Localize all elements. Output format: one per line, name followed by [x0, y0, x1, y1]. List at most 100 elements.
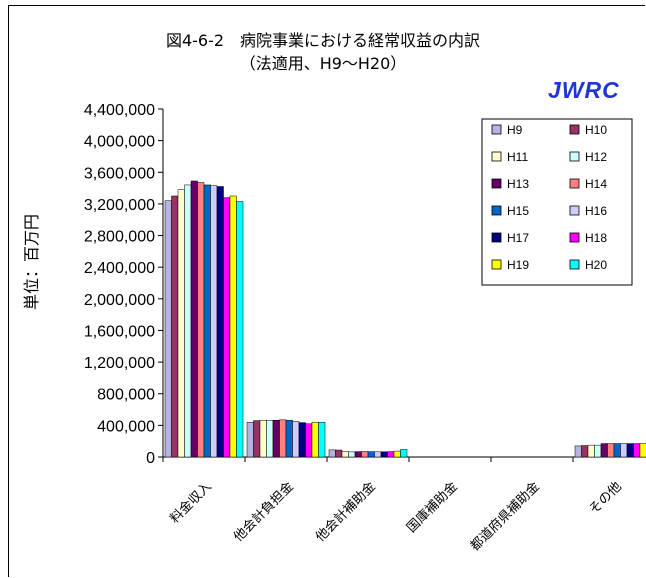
legend — [481, 118, 633, 286]
legend-label-H9: H9 — [507, 123, 523, 137]
legend-swatch-H10 — [569, 124, 580, 135]
bar-H20-4 — [564, 456, 572, 458]
x-tick-label: その他 — [587, 479, 625, 517]
legend-label-H17: H17 — [507, 231, 529, 245]
chart-title: 図4-6-2 病院事業における経常収益の内訳 — [165, 31, 481, 50]
bar-H17-2 — [380, 451, 388, 458]
x-tick-label: 都道府県補助金 — [467, 479, 543, 555]
bar-H10-1 — [253, 420, 261, 458]
legend-swatch-H15 — [491, 205, 502, 216]
bar-H11-0 — [177, 189, 185, 458]
legend-label-H10: H10 — [585, 123, 607, 137]
bar-H9-3 — [410, 456, 418, 458]
legend-swatch-H20 — [569, 259, 580, 270]
bar-H20-0 — [236, 201, 244, 458]
bar-H17-3 — [462, 456, 470, 458]
bar-H18-0 — [223, 197, 231, 458]
bar-H18-4 — [551, 456, 559, 458]
bar-H19-3 — [475, 456, 483, 458]
legend-swatch-H17 — [491, 232, 502, 243]
bar-H17-0 — [216, 186, 224, 458]
legend-label-H14: H14 — [585, 177, 607, 191]
chart-subtitle: （法適用、H9～H20） — [239, 54, 407, 73]
bar-H11-4 — [505, 456, 513, 458]
bar-H9-0 — [164, 200, 172, 458]
chart-frame — [8, 5, 645, 577]
legend-label-H16: H16 — [585, 204, 607, 218]
bar-H14-5 — [607, 443, 615, 458]
bar-H13-2 — [354, 451, 362, 458]
bar-H16-1 — [292, 421, 300, 458]
bar-H18-1 — [305, 423, 313, 458]
y-tick-label: 0 — [146, 450, 155, 467]
bar-H12-1 — [266, 419, 274, 458]
legend-label-H18: H18 — [585, 231, 607, 245]
legend-swatch-H16 — [569, 205, 580, 216]
legend-label-H13: H13 — [507, 177, 529, 191]
bar-H18-3 — [469, 456, 477, 458]
bar-H18-2 — [387, 451, 395, 458]
legend-label-H15: H15 — [507, 204, 529, 218]
bar-H12-0 — [184, 184, 192, 458]
bar-H14-1 — [279, 419, 287, 458]
legend-label-H19: H19 — [507, 258, 529, 272]
bar-H15-0 — [203, 184, 211, 458]
bar-H11-2 — [341, 451, 349, 458]
legend-swatch-H19 — [491, 259, 502, 270]
bar-H9-4 — [492, 456, 500, 458]
bar-H14-3 — [443, 456, 451, 458]
x-tick-label: 国庫補助金 — [404, 479, 461, 536]
bar-H9-5 — [574, 445, 582, 458]
y-tick-label: 2,800,000 — [84, 229, 155, 246]
bar-H20-3 — [482, 456, 490, 458]
bar-H13-3 — [436, 456, 444, 458]
y-tick-label: 1,200,000 — [84, 355, 155, 372]
y-tick-label: 800,000 — [97, 387, 155, 404]
bar-H15-4 — [531, 456, 539, 458]
bar-H11-1 — [259, 419, 267, 458]
bar-H17-1 — [298, 422, 306, 458]
bar-H19-2 — [393, 450, 401, 458]
bar-H12-5 — [594, 444, 602, 458]
y-tick-label: 1,600,000 — [84, 323, 155, 340]
bar-H14-2 — [361, 451, 369, 458]
bar-H17-5 — [626, 443, 634, 458]
legend-label-H20: H20 — [585, 258, 607, 272]
bar-H11-3 — [423, 456, 431, 458]
bar-H10-3 — [417, 456, 425, 458]
bar-H12-3 — [430, 456, 438, 458]
bar-H13-4 — [518, 456, 526, 458]
bar-H11-5 — [587, 444, 595, 458]
legend-swatch-H11 — [491, 151, 502, 162]
bar-H17-4 — [544, 456, 552, 458]
bar-H10-0 — [171, 195, 179, 458]
bar-H15-1 — [285, 419, 293, 458]
bar-H13-5 — [600, 443, 608, 458]
bar-H16-5 — [620, 443, 628, 458]
legend-swatch-H13 — [491, 178, 502, 189]
bar-H20-2 — [400, 449, 408, 458]
x-tick-label: 料金収入 — [167, 479, 215, 527]
bar-H9-1 — [246, 421, 254, 458]
y-tick-label: 4,000,000 — [84, 134, 155, 151]
bar-H16-0 — [210, 185, 218, 458]
bar-H16-3 — [456, 456, 464, 458]
y-tick-label: 2,400,000 — [84, 260, 155, 277]
bar-H10-4 — [499, 456, 507, 458]
x-tick-label: 他会計補助金 — [312, 479, 378, 545]
bar-H12-4 — [512, 456, 520, 458]
bar-H15-3 — [449, 456, 457, 458]
x-tick-label: 他会計負担金 — [230, 479, 296, 545]
bar-H14-4 — [525, 456, 533, 458]
legend-label-H11: H11 — [507, 150, 528, 164]
legend-swatch-H18 — [569, 232, 580, 243]
bar-H19-0 — [229, 195, 237, 458]
y-tick-label: 400,000 — [97, 418, 155, 435]
legend-label-H12: H12 — [585, 150, 607, 164]
bar-H15-5 — [613, 443, 621, 458]
legend-swatch-H12 — [569, 151, 580, 162]
bar-H20-1 — [318, 421, 326, 458]
y-tick-label: 3,200,000 — [84, 197, 155, 214]
y-tick-label: 3,600,000 — [84, 165, 155, 182]
